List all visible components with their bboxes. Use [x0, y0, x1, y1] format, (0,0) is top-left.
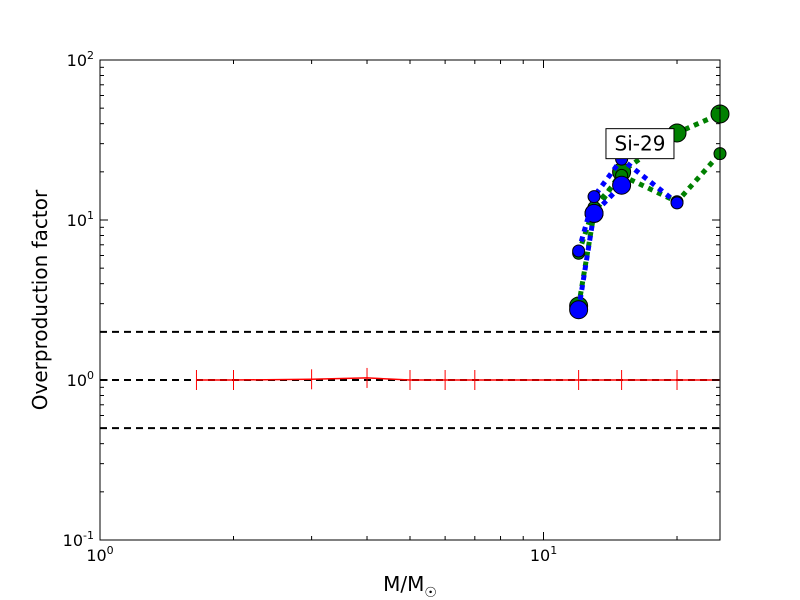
series-line	[576, 183, 624, 311]
data-point	[612, 175, 632, 195]
series-line	[196, 377, 720, 381]
x-tick-label: 100	[86, 544, 113, 565]
x-axis-label: M/M☉	[383, 572, 437, 600]
series-line	[576, 151, 722, 254]
data-point	[670, 196, 684, 210]
isotope-annotation: Si-29	[605, 128, 675, 160]
y-tick-label: 100	[67, 369, 94, 390]
y-tick-label: 10-1	[63, 529, 94, 550]
y-axis-label: Overproduction factor	[28, 189, 52, 410]
annotation-label: Si-29	[615, 132, 666, 156]
x-tick-label: 101	[530, 544, 557, 565]
data-point	[572, 244, 586, 258]
series	[572, 147, 727, 260]
data-point	[587, 190, 601, 204]
series	[195, 367, 721, 390]
data-point	[569, 300, 589, 320]
series-layer	[195, 104, 730, 390]
y-tick-label: 102	[67, 49, 94, 70]
annotation-box	[605, 128, 675, 160]
axis-labels: M/M☉ Overproduction factor	[28, 189, 437, 600]
plot-frame	[99, 59, 721, 541]
y-tick-label: 101	[67, 209, 94, 230]
